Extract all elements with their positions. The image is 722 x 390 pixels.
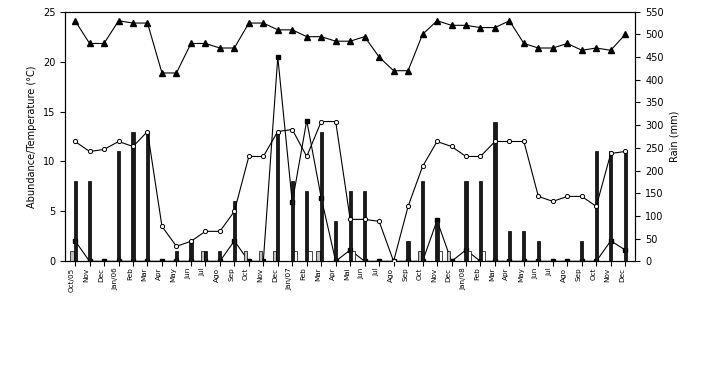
Bar xyxy=(421,181,424,261)
Bar xyxy=(201,251,204,261)
Bar xyxy=(595,151,598,261)
Bar xyxy=(482,251,485,261)
Bar xyxy=(74,181,77,261)
Bar xyxy=(258,251,261,261)
Bar xyxy=(508,231,511,261)
Bar xyxy=(131,131,134,261)
Bar xyxy=(218,251,222,261)
Bar xyxy=(363,191,366,261)
Bar xyxy=(320,131,323,261)
Bar xyxy=(522,231,526,261)
Bar xyxy=(117,151,120,261)
Bar xyxy=(334,222,337,261)
Bar xyxy=(479,181,482,261)
Bar xyxy=(609,151,612,261)
Y-axis label: Abundance/Temperature (°C): Abundance/Temperature (°C) xyxy=(27,65,38,208)
Bar xyxy=(175,251,178,261)
Bar xyxy=(580,241,583,261)
Bar xyxy=(146,131,149,261)
Bar xyxy=(232,201,236,261)
Bar xyxy=(273,251,277,261)
Bar xyxy=(70,251,74,261)
Bar xyxy=(349,191,352,261)
Bar xyxy=(308,251,311,261)
Bar xyxy=(624,151,627,261)
Bar xyxy=(277,131,279,261)
Bar xyxy=(316,251,320,261)
Bar xyxy=(418,251,421,261)
Bar xyxy=(464,181,468,261)
Bar xyxy=(536,241,540,261)
Y-axis label: Rain (mm): Rain (mm) xyxy=(669,111,679,162)
Bar xyxy=(88,181,91,261)
Bar xyxy=(204,251,207,261)
Bar xyxy=(294,251,297,261)
Bar xyxy=(189,241,193,261)
Bar xyxy=(435,222,439,261)
Bar xyxy=(493,122,497,261)
Bar xyxy=(352,251,355,261)
Bar xyxy=(439,251,442,261)
Bar xyxy=(291,181,294,261)
Bar xyxy=(447,251,450,261)
Bar xyxy=(406,241,409,261)
Bar xyxy=(244,251,247,261)
Bar xyxy=(468,251,471,261)
Bar xyxy=(305,191,308,261)
